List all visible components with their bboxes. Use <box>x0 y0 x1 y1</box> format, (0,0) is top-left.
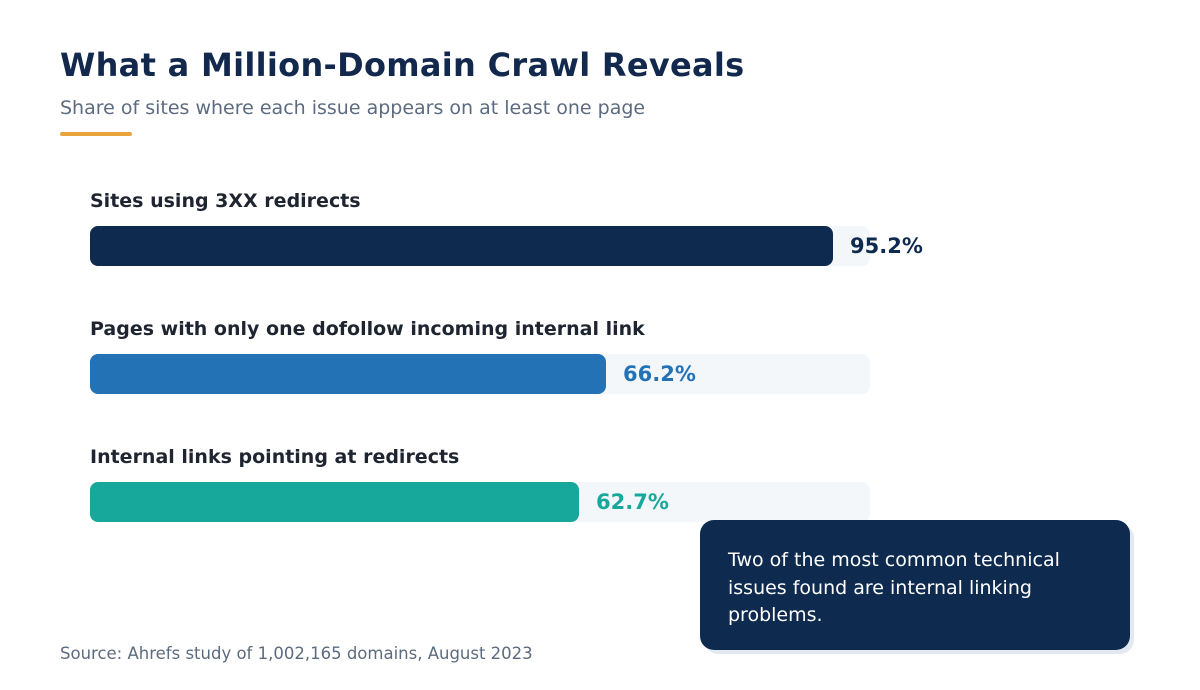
bar-value-label: 66.2% <box>623 362 696 386</box>
bar-value-label: 62.7% <box>596 490 669 514</box>
callout-text: Two of the most common technical issues … <box>728 549 1060 626</box>
bar-label: Pages with only one dofollow incoming in… <box>90 318 645 340</box>
bar-track: 62.7% <box>90 482 870 522</box>
source-note: Source: Ahrefs study of 1,002,165 domain… <box>60 644 533 663</box>
bar-value-label: 95.2% <box>850 234 923 258</box>
bar-label: Sites using 3XX redirects <box>90 190 361 212</box>
accent-underline <box>60 132 132 136</box>
bar <box>90 226 833 266</box>
bar <box>90 354 606 394</box>
bar-label: Internal links pointing at redirects <box>90 446 460 468</box>
bar-track: 66.2% <box>90 354 870 394</box>
chart-subtitle: Share of sites where each issue appears … <box>60 97 646 119</box>
chart-title: What a Million-Domain Crawl Reveals <box>60 46 745 84</box>
callout-box: Two of the most common technical issues … <box>700 520 1130 650</box>
bar <box>90 482 579 522</box>
bar-track: 95.2% <box>90 226 923 266</box>
